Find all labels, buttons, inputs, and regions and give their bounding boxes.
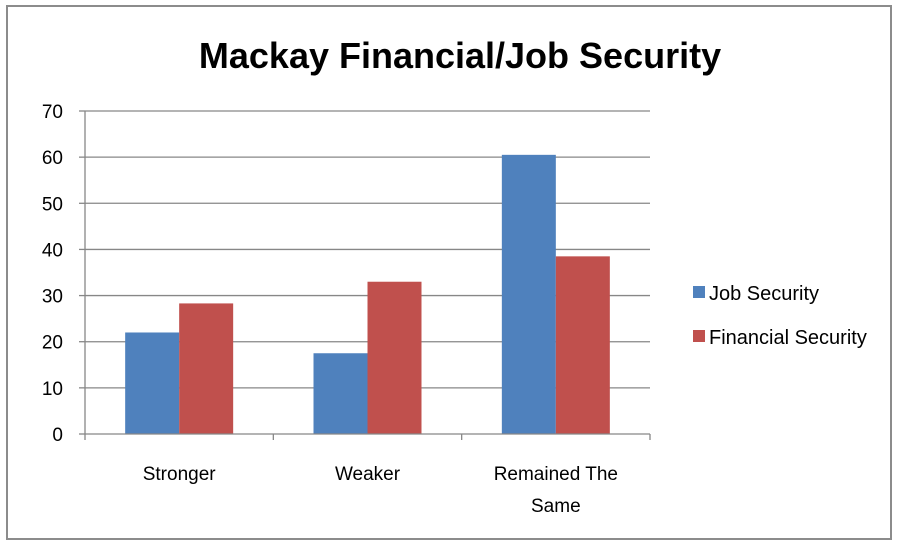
x-category-label: Same	[531, 496, 581, 517]
chart-title: Mackay Financial/Job Security	[199, 35, 721, 76]
legend-swatch	[693, 330, 705, 342]
y-tick-label: 50	[42, 194, 63, 215]
bar-financial-security	[555, 256, 610, 434]
x-axis	[84, 433, 651, 440]
bar-financial-security	[179, 303, 234, 434]
x-category-label: Weaker	[335, 464, 401, 485]
bar-job-security	[125, 332, 180, 434]
y-tick-label: 10	[42, 379, 63, 400]
legend-label: Financial Security	[709, 327, 867, 349]
legend-label: Job Security	[709, 283, 819, 305]
legend: Job Security Financial Security	[693, 283, 867, 349]
legend-swatch	[693, 286, 705, 298]
bar-financial-security	[367, 281, 422, 434]
y-axis-ticks: 0 10 20 30 40 50 60 70	[42, 102, 86, 446]
y-tick-label: 20	[42, 333, 63, 354]
y-tick-label: 40	[42, 240, 63, 261]
x-axis-labels: Stronger Weaker Remained The Same	[143, 464, 618, 517]
bar-job-security	[313, 353, 368, 434]
y-tick-label: 60	[42, 148, 63, 169]
y-tick-label: 70	[42, 102, 63, 123]
chart-frame	[6, 5, 892, 540]
y-tick-label: 0	[52, 425, 63, 446]
bars	[125, 154, 610, 435]
x-category-label: Stronger	[143, 464, 217, 485]
bar-job-security	[501, 154, 556, 435]
y-tick-label: 30	[42, 287, 63, 308]
x-category-label: Remained The	[494, 464, 618, 485]
